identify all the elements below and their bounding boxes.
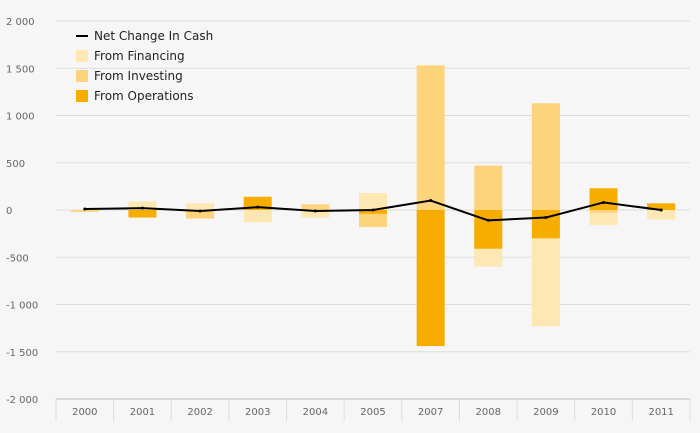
legend-label: From Financing: [94, 49, 185, 63]
y-tick-label: 2 000: [6, 17, 35, 28]
y-tick-label: 0: [6, 206, 12, 217]
y-tick-label: -500: [6, 253, 29, 264]
x-tick-label: 2004: [303, 407, 328, 418]
bar-from-investing: [416, 65, 445, 210]
x-tick-label: 2008: [476, 407, 501, 418]
line-point: [313, 209, 317, 213]
bar-from-operations: [416, 210, 445, 347]
bar-from-investing: [474, 165, 503, 210]
bar-from-financing: [186, 203, 215, 210]
bar-from-investing: [301, 204, 330, 210]
y-tick-label: -1 500: [6, 348, 38, 359]
legend-swatch-icon: [76, 90, 88, 102]
line-point: [486, 218, 490, 222]
x-tick-label: 2001: [130, 407, 155, 418]
legend-label: From Investing: [94, 69, 183, 83]
bar-from-investing: [589, 210, 618, 213]
x-tick-label: 2007: [418, 407, 443, 418]
y-tick-label: 1 000: [6, 112, 35, 123]
bar-from-operations: [474, 210, 503, 249]
bar-from-investing: [531, 103, 560, 210]
bar-from-financing: [128, 201, 157, 210]
line-point: [659, 208, 663, 212]
bar-from-operations: [647, 203, 676, 210]
x-tick-label: 2009: [533, 407, 558, 418]
x-tick-label: 2000: [72, 407, 97, 418]
bar-from-financing: [301, 210, 330, 218]
y-tick-label: -1 000: [6, 301, 38, 312]
bar-from-operations: [589, 188, 618, 210]
x-tick-label: 2002: [187, 407, 212, 418]
line-point: [256, 205, 260, 209]
y-tick-label: 1 500: [6, 64, 35, 75]
y-tick-label: -2 000: [6, 395, 38, 406]
x-tick-label: 2003: [245, 407, 270, 418]
legend-label: From Operations: [94, 89, 194, 103]
legend-swatch-icon: [76, 50, 88, 62]
bar-from-investing: [70, 210, 99, 212]
legend-label: Net Change In Cash: [94, 29, 213, 43]
bar-from-operations: [359, 210, 387, 214]
x-tick-label: 2011: [648, 407, 673, 418]
legend-swatch-icon: [76, 70, 88, 82]
line-point: [83, 207, 87, 211]
bar-from-investing: [359, 210, 387, 228]
bar-from-financing: [359, 192, 387, 210]
line-point: [602, 200, 606, 204]
bar-from-investing: [186, 210, 215, 219]
line-point: [371, 208, 375, 212]
bar-from-financing: [589, 210, 618, 226]
bar-from-financing: [243, 210, 272, 223]
x-tick-label: 2010: [591, 407, 616, 418]
y-tick-label: 500: [6, 159, 25, 170]
bar-from-financing: [647, 210, 676, 220]
line-point: [544, 216, 548, 220]
line-point: [198, 209, 202, 213]
bar-from-operations: [128, 210, 157, 218]
line-point: [429, 199, 433, 203]
x-tick-label: 2005: [360, 407, 385, 418]
line-point: [140, 206, 144, 210]
